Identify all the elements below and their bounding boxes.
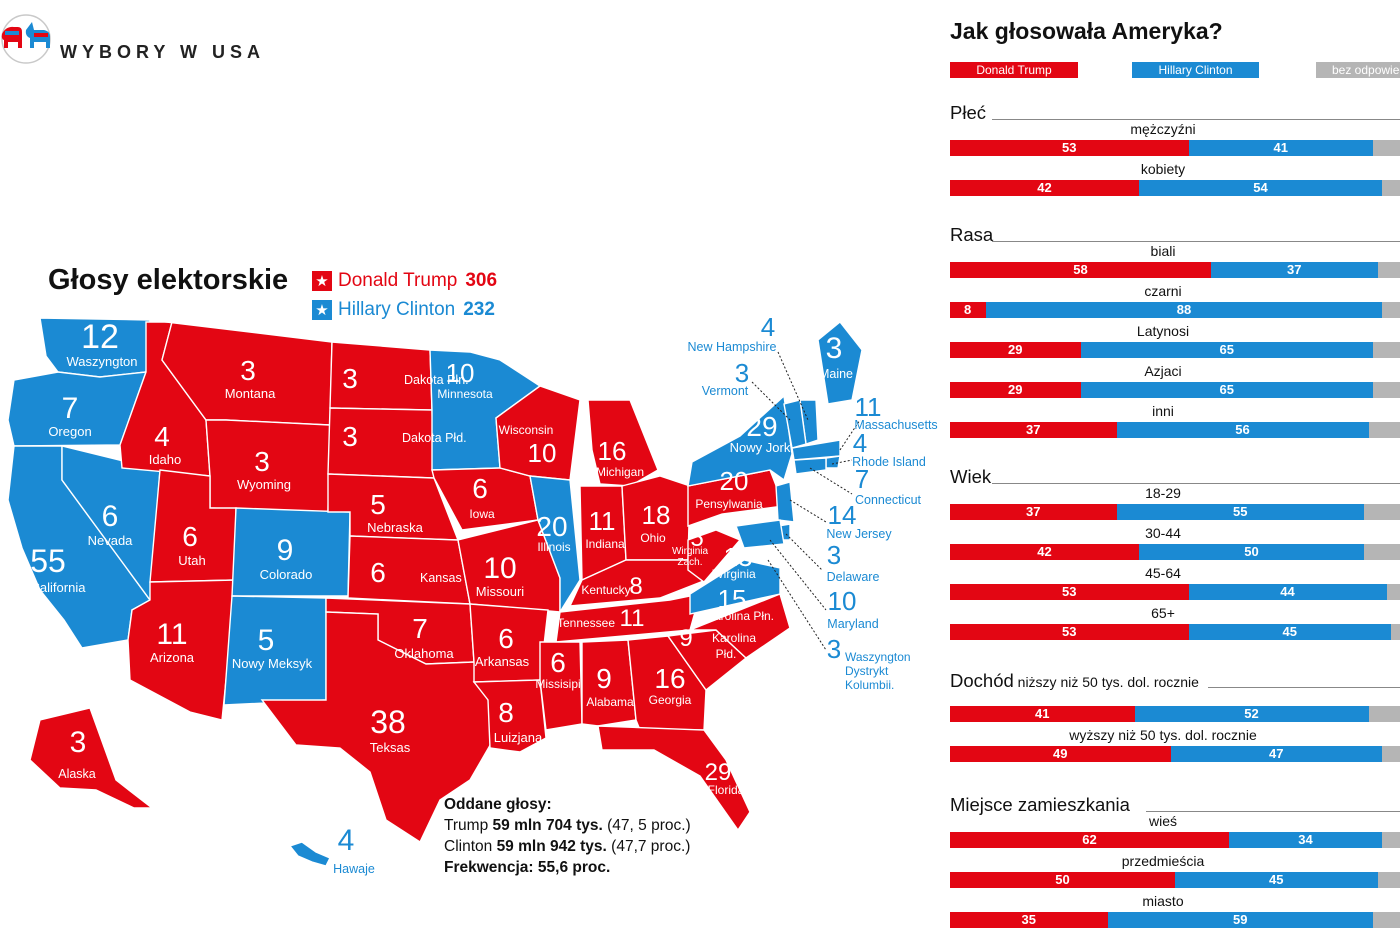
bar-segment-no-answer (1391, 624, 1400, 640)
section-title-text: Miejsce zamieszkania (950, 794, 1130, 815)
category-label: 18-29 (950, 485, 1376, 501)
bar-segment-no-answer (1387, 584, 1400, 600)
category-label: przedmieścia (950, 853, 1376, 869)
category-label: czarni (950, 283, 1376, 299)
bar-segment-no-answer (1364, 544, 1400, 560)
category-label: Azjaci (950, 363, 1376, 379)
bar-segment-trump: 42 (950, 544, 1139, 560)
section-title-text: Dochód (950, 670, 1014, 691)
category-label: wieś (950, 813, 1376, 829)
bar-segment-trump: 41 (950, 706, 1135, 722)
bar-segment-no-answer (1378, 872, 1400, 888)
bar-segment-trump: 35 (950, 912, 1108, 928)
bar-segment-clinton: 45 (1175, 872, 1378, 888)
bar-segment-no-answer (1382, 832, 1400, 848)
bar-segment-no-answer (1382, 746, 1400, 762)
bar-segment-clinton: 47 (1171, 746, 1383, 762)
bar-segment-trump: 37 (950, 504, 1117, 520)
section-rule (1146, 811, 1400, 812)
category-label: kobiety (950, 161, 1376, 177)
section-title-text: Płeć (950, 102, 986, 123)
bar-segment-trump: 42 (950, 180, 1139, 196)
category-label: 30-44 (950, 525, 1376, 541)
bar-segment-trump: 62 (950, 832, 1229, 848)
bar-segment-trump: 29 (950, 382, 1081, 398)
bar-segment-clinton: 65 (1081, 342, 1374, 358)
category-label: biali (950, 243, 1376, 259)
bar-segment-no-answer (1382, 180, 1400, 196)
category-label: 65+ (950, 605, 1376, 621)
bar-segment-no-answer (1373, 382, 1400, 398)
category-label: miasto (950, 893, 1376, 909)
category-label: mężczyźni (950, 121, 1376, 137)
bar-segment-clinton: 44 (1189, 584, 1387, 600)
bar-segment-clinton: 56 (1117, 422, 1369, 438)
section-rule (1208, 687, 1400, 688)
bar-segment-clinton: 88 (986, 302, 1382, 318)
bar-segment-trump: 8 (950, 302, 986, 318)
section-title: Dochód niższy niż 50 tys. dol. rocznie (950, 670, 1199, 692)
bar-segment-clinton: 65 (1081, 382, 1374, 398)
category-label: wyższy niż 50 tys. dol. rocznie (950, 727, 1376, 743)
category-label: 45-64 (950, 565, 1376, 581)
section-rule (992, 241, 1400, 242)
section-rule (992, 483, 1400, 484)
bar-segment-trump: 53 (950, 140, 1189, 156)
bar-segment-clinton: 50 (1139, 544, 1364, 560)
section-subtitle: niższy niż 50 tys. dol. rocznie (1014, 674, 1199, 690)
category-label: inni (950, 403, 1376, 419)
bar-segment-trump: 58 (950, 262, 1211, 278)
category-label: Latynosi (950, 323, 1376, 339)
bar-segment-trump: 53 (950, 584, 1189, 600)
bar-segment-no-answer (1373, 140, 1400, 156)
bar-segment-no-answer (1369, 706, 1400, 722)
bar-segment-trump: 49 (950, 746, 1171, 762)
section-rule (992, 119, 1400, 120)
bar-segment-clinton: 45 (1189, 624, 1392, 640)
bar-segment-clinton: 55 (1117, 504, 1365, 520)
bar-segment-no-answer (1364, 504, 1400, 520)
bar-segment-clinton: 41 (1189, 140, 1374, 156)
bar-segment-trump: 53 (950, 624, 1189, 640)
bar-segment-clinton: 37 (1211, 262, 1378, 278)
bar-segment-trump: 37 (950, 422, 1117, 438)
bar-segment-trump: 50 (950, 872, 1175, 888)
section-title-text: Rasa (950, 224, 993, 245)
bar-segment-no-answer (1369, 422, 1400, 438)
bar-segment-no-answer (1373, 342, 1400, 358)
section-title-text: Wiek (950, 466, 991, 487)
bar-segment-no-answer (1382, 302, 1400, 318)
bar-segment-clinton: 59 (1108, 912, 1374, 928)
bar-segment-clinton: 52 (1135, 706, 1369, 722)
bar-segment-clinton: 54 (1139, 180, 1382, 196)
bar-segment-clinton: 34 (1229, 832, 1382, 848)
bar-segment-no-answer (1378, 262, 1400, 278)
bar-segment-trump: 29 (950, 342, 1081, 358)
bar-segment-no-answer (1373, 912, 1400, 928)
